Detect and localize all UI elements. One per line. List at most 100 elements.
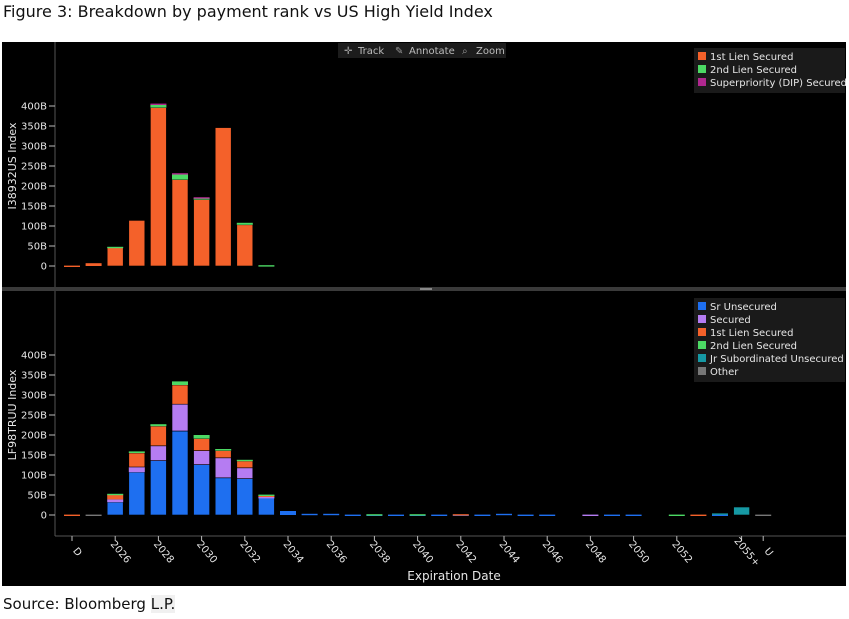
bottom-bar-2nd-lien-secured: [236, 459, 253, 462]
bottom-bar-secured: [236, 467, 254, 479]
top-bar-1st-lien-secured: [150, 107, 167, 267]
bottom-xtick-label: 2055+: [731, 536, 761, 569]
bottom-bar-2nd-lien-secured: [107, 493, 124, 496]
top-bar-1st-lien-secured: [236, 224, 254, 267]
bottom-xtick-label: U: [762, 546, 775, 559]
bottom-legend-background: [694, 298, 845, 382]
bottom-bar-sr-unsecured: [301, 513, 318, 516]
bottom-bar-2nd-lien-secured: [668, 514, 685, 516]
bottom-legend-label: Other: [710, 367, 739, 378]
top-bar-2nd-lien-secured: [150, 104, 167, 108]
chart-toolbar: ✛ Track ✎ Annotate ⌕ Zoom: [338, 43, 506, 58]
top-legend-label: Superpriority (DIP) Secured: [710, 78, 846, 89]
zoom-button[interactable]: ⌕ Zoom: [462, 46, 505, 57]
magnifier-icon: ⌕: [462, 46, 468, 57]
bottom-bar-sr-unsecured: [214, 477, 232, 516]
bottom-bar-2nd-lien-secured: [150, 424, 167, 427]
bottom-xtick-label: 2052: [669, 539, 694, 566]
bottom-xtick-label: 2036: [324, 539, 349, 566]
bottom-ytick-label: 300B: [21, 391, 47, 402]
bottom-legend-swatch: [698, 302, 706, 310]
bottom-bar-sr-unsecured: [171, 430, 189, 516]
top-bar-1st-lien-secured: [85, 263, 102, 266]
bottom-bar-sr-unsecured: [625, 514, 642, 516]
bottom-legend-swatch: [698, 315, 706, 323]
top-legend-background: [694, 48, 845, 93]
bottom-legend-swatch: [698, 328, 706, 336]
top-ytick-label: 150B: [21, 202, 47, 213]
bottom-bar-sr-unsecured: [496, 513, 512, 516]
bottom-bar-secured: [171, 403, 189, 432]
top-bar-2nd-lien-secured: [107, 246, 124, 249]
top-ytick-label: 300B: [21, 142, 47, 153]
track-button[interactable]: ✛ Track: [344, 46, 384, 57]
top-legend: 1st Lien Secured 2nd Lien Secured Superpri…: [694, 48, 847, 93]
top-ytick-label: 50B: [27, 242, 47, 253]
bottom-legend: Sr Unsecured Secured 1st Lien Secured 2nd L…: [694, 298, 845, 382]
bottom-bar-secured: [214, 457, 232, 479]
bottom-xtick-label: 2048: [583, 539, 608, 566]
splitter-grip[interactable]: [420, 288, 432, 290]
bottom-bar-2nd-lien-secured: [215, 449, 232, 451]
bottom-bar-other: [755, 514, 772, 516]
bottom-ytick-label: 50B: [27, 491, 47, 502]
chart-svg: ✛ Track ✎ Annotate ⌕ Zoom 0 50B 100B 150B 20…: [2, 42, 847, 583]
bottom-legend-swatch: [698, 367, 706, 375]
bottom-bar-jr-subordinated-unsecured: [712, 513, 728, 515]
bottom-bar-secured: [128, 467, 145, 473]
bottom-legend-label: Secured: [710, 315, 751, 326]
bottom-bar-sr-unsecured: [258, 497, 275, 516]
bottom-legend-label: 2nd Lien Secured: [710, 341, 797, 352]
chart-panel: ✛ Track ✎ Annotate ⌕ Zoom 0 50B 100B 150B 20…: [2, 42, 847, 586]
top-ytick-label: 350B: [21, 122, 47, 133]
bottom-bar-secured: [258, 497, 275, 499]
bottom-legend-label: 1st Lien Secured: [710, 328, 793, 339]
bottom-bar-sr-unsecured: [517, 514, 534, 516]
top-legend-swatch: [698, 65, 706, 73]
bottom-ytick-label: 0: [41, 511, 47, 522]
bottom-bar-sr-unsecured: [193, 464, 210, 516]
bottom-bar-1st-lien-secured: [452, 514, 469, 516]
bottom-bar-sr-unsecured: [236, 478, 254, 516]
bottom-ytick-label: 400B: [21, 351, 47, 362]
bottom-y-axis-label: LF98TRUU Index: [6, 369, 19, 460]
top-bar-2nd-lien-secured: [258, 265, 275, 267]
pencil-icon: ✎: [395, 46, 403, 57]
bottom-bar-jr-subordinated-unsecured: [733, 506, 750, 516]
bottom-bar-1st-lien-secured: [64, 514, 80, 516]
top-bar-1st-lien-secured: [214, 127, 232, 267]
annotate-button[interactable]: ✎ Annotate: [395, 46, 455, 57]
bottom-bar-2nd-lien-secured: [366, 514, 383, 516]
crosshair-icon: ✛: [344, 46, 353, 57]
bottom-bar-sr-unsecured: [539, 514, 556, 516]
bottom-bar-sr-unsecured: [323, 513, 340, 516]
bottom-bar-sr-unsecured: [431, 514, 448, 516]
bottom-legend-swatch: [698, 341, 706, 349]
top-bar-1st-lien-secured: [64, 265, 80, 267]
source-lp: L.P.: [150, 595, 176, 613]
bottom-bar-1st-lien-secured: [236, 460, 254, 469]
annotate-label: Annotate: [409, 46, 455, 57]
bottom-xtick-label: 2034: [281, 539, 306, 566]
bottom-ytick-label: 350B: [21, 371, 47, 382]
top-bar-superpriority-dip-secured: [193, 197, 210, 199]
zoom-label: Zoom: [476, 46, 505, 57]
bottom-bar-other: [85, 514, 102, 516]
bottom-bar-secured: [582, 514, 599, 516]
bottom-bar-1st-lien-secured: [193, 438, 210, 451]
bottom-xtick-label: 2028: [151, 539, 176, 566]
top-ytick-label: 200B: [21, 182, 47, 193]
bottom-bar-secured: [193, 450, 210, 465]
bottom-bar-sr-unsecured: [604, 514, 620, 516]
bottom-bar-sr-unsecured: [128, 471, 146, 516]
bottom-bar-2nd-lien-secured: [409, 514, 426, 516]
bottom-bar-1st-lien-secured: [171, 384, 189, 405]
bottom-bar-sr-unsecured: [474, 514, 491, 516]
bottom-xtick-label: D: [70, 546, 84, 559]
top-bar-1st-lien-secured: [193, 199, 210, 267]
source-note: Source: Bloomberg L.P.: [3, 595, 176, 613]
bottom-xtick-label: 2032: [237, 539, 262, 566]
bottom-bar-sr-unsecured: [388, 514, 404, 516]
bottom-ytick-label: 100B: [21, 471, 47, 482]
bottom-bar-sr-unsecured: [344, 514, 361, 516]
